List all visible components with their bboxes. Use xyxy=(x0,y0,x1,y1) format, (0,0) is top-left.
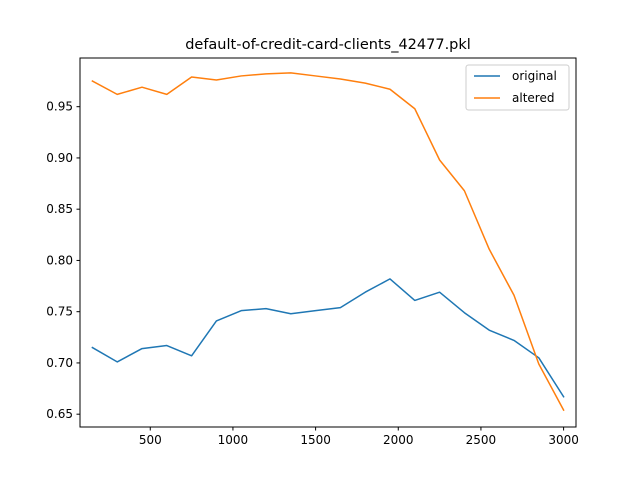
y-tick-label: 0.95 xyxy=(46,100,73,114)
y-tick-label: 0.90 xyxy=(46,151,73,165)
x-tick-label: 1500 xyxy=(300,433,331,447)
x-tick-label: 1000 xyxy=(218,433,249,447)
legend: original altered xyxy=(465,64,570,111)
legend-label-altered: altered xyxy=(512,91,554,105)
x-tick-label: 500 xyxy=(139,433,162,447)
y-axis: 0.65 0.70 0.75 0.80 0.85 0.90 0.95 xyxy=(46,100,80,421)
x-tick-label: 2500 xyxy=(466,433,497,447)
y-tick-label: 0.75 xyxy=(46,305,73,319)
plot-area-frame xyxy=(79,57,577,428)
y-tick-label: 0.70 xyxy=(46,356,73,370)
x-axis: 500 1000 1500 2000 2500 3000 xyxy=(139,427,579,447)
x-tick-label: 2000 xyxy=(383,433,414,447)
series-line-altered xyxy=(91,72,565,412)
series-line-original xyxy=(91,278,565,398)
chart-title: default-of-credit-card-clients_42477.pkl xyxy=(185,37,471,53)
x-tick-label: 3000 xyxy=(548,433,579,447)
y-tick-label: 0.80 xyxy=(46,253,73,267)
y-tick-label: 0.65 xyxy=(46,407,73,421)
legend-label-original: original xyxy=(512,69,557,83)
series-layer xyxy=(91,72,565,412)
y-tick-label: 0.85 xyxy=(46,202,73,216)
